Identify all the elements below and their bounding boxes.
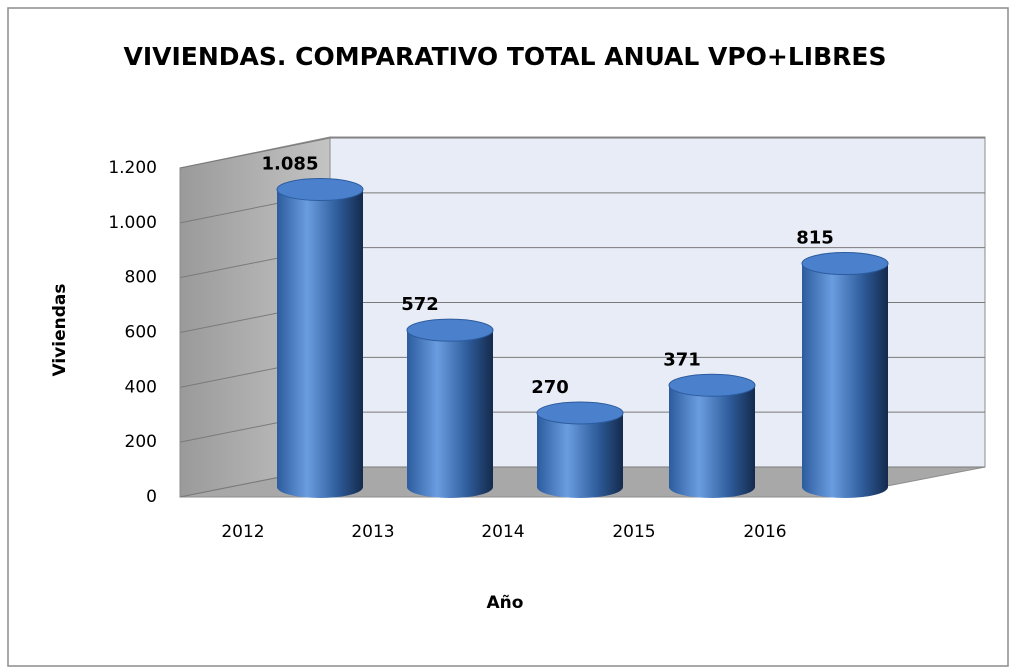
bar [669, 385, 755, 498]
bar-top [406, 318, 494, 342]
bar [277, 189, 363, 498]
y-tick-label: 400 [125, 377, 157, 397]
data-label: 270 [531, 377, 569, 398]
bar-top [801, 252, 889, 276]
chart-title: VIVIENDAS. COMPARATIVO TOTAL ANUAL VPO+L… [123, 42, 886, 71]
x-tick-label: 2016 [743, 522, 786, 542]
grid-line [179, 137, 331, 169]
x-tick-label: 2012 [221, 522, 264, 542]
x-tick-label: 2014 [481, 522, 524, 542]
x-axis-label: Año [487, 593, 524, 613]
y-tick-label: 1.200 [108, 158, 157, 178]
y-tick-label: 600 [125, 323, 157, 343]
x-tick-label: 2013 [351, 522, 394, 542]
data-label: 1.085 [262, 154, 319, 175]
y-tick-label: 200 [125, 432, 157, 452]
data-label: 371 [663, 349, 701, 370]
x-tick-label: 2015 [612, 522, 655, 542]
bar-top [668, 373, 756, 397]
bar [537, 412, 623, 498]
y-axis-label: Viviendas [50, 284, 70, 377]
bar [407, 330, 493, 498]
bar-top [276, 178, 364, 202]
bar-top [536, 401, 624, 425]
data-label: 815 [796, 228, 834, 249]
y-tick-label: 800 [125, 268, 157, 288]
data-label: 572 [401, 294, 439, 315]
y-tick-label: 0 [146, 487, 157, 507]
bar [802, 263, 888, 498]
y-tick-label: 1.000 [108, 213, 157, 233]
